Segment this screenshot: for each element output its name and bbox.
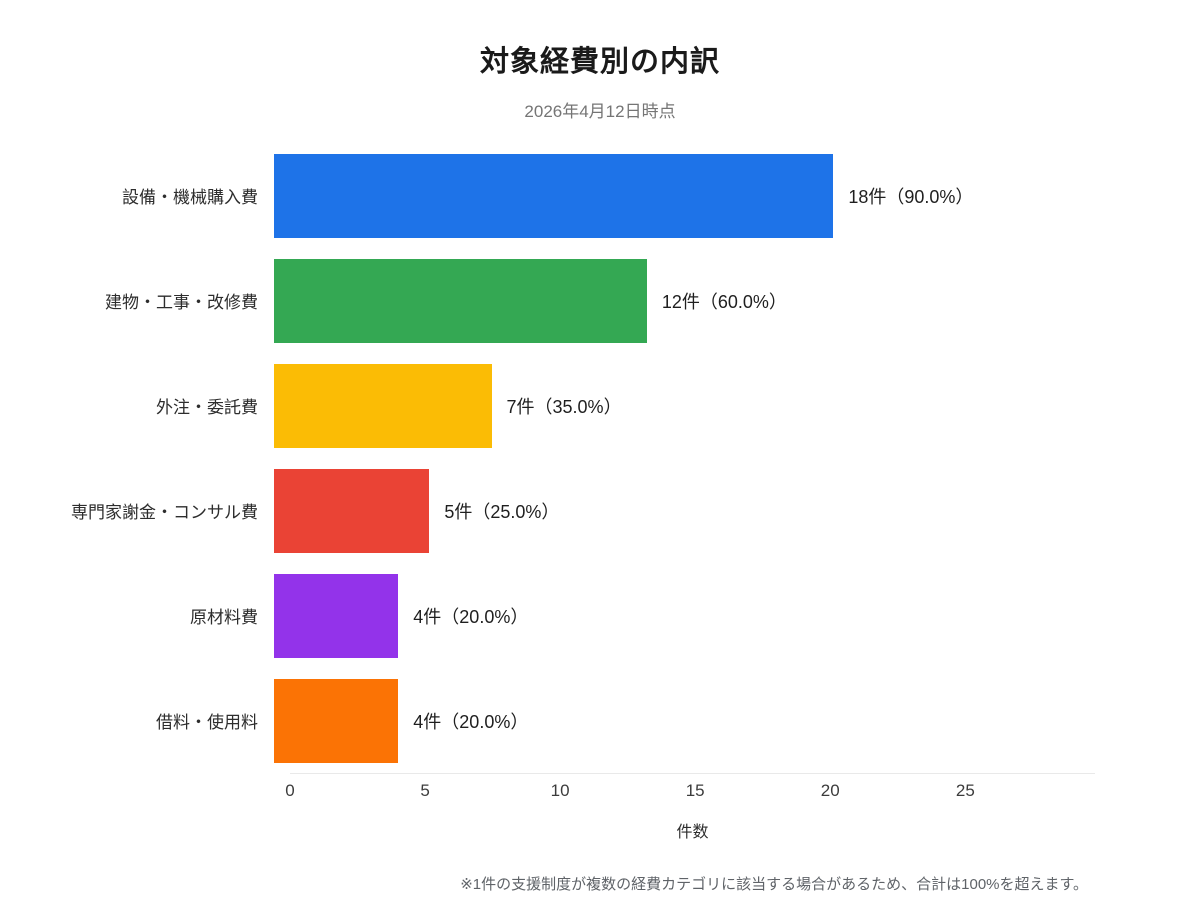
x-tick: 5 (420, 781, 430, 800)
chart-title: 対象経費別の内訳 (479, 46, 720, 78)
category-label: 原材料費 (190, 608, 258, 627)
bar-row: 専門家謝金・コンサル費 5件（25.0%） (0, 458, 1200, 563)
bar-value-label: 4件（20.0%） (413, 606, 529, 627)
category-label: 設備・機械購入費 (122, 188, 258, 207)
x-axis-label: 件数 (676, 824, 709, 841)
bar-track: 4件（20.0%） (274, 668, 1200, 773)
bar-track: 4件（20.0%） (274, 563, 1200, 668)
bar-row: 設備・機械購入費 18件（90.0%） (0, 143, 1200, 248)
bar-value-label: 4件（20.0%） (413, 711, 529, 732)
bar-chart: 設備・機械購入費 18件（90.0%） 建物・工事・改修費 12件（60.0%）… (0, 143, 1200, 842)
bar (274, 258, 647, 343)
footnote-container: ※1件の支援制度が複数の経費カテゴリに該当する場合があるため、合計は100%を超… (0, 873, 1088, 894)
bar-track: 7件（35.0%） (274, 353, 1200, 458)
category-label: 外注・委託費 (156, 398, 258, 417)
category-label: 建物・工事・改修費 (105, 293, 258, 312)
bar (274, 363, 492, 448)
bar (274, 468, 430, 553)
bar-value-label: 18件（90.0%） (848, 186, 974, 207)
x-axis: 0 5 10 15 20 25 (285, 773, 1095, 803)
footnote-text: ※1件の支援制度が複数の経費カテゴリに該当する場合があるため、合計は100%を超… (460, 876, 1088, 893)
bar (274, 573, 399, 658)
bar-row: 原材料費 4件（20.0%） (0, 563, 1200, 668)
bar-value-label: 5件（25.0%） (444, 501, 560, 522)
bar-row: 建物・工事・改修費 12件（60.0%） (0, 248, 1200, 353)
bar-value-label: 7件（35.0%） (506, 396, 622, 417)
bar-track: 5件（25.0%） (274, 458, 1200, 563)
x-tick: 20 (820, 781, 840, 800)
bar-row: 外注・委託費 7件（35.0%） (0, 353, 1200, 458)
bar-track: 18件（90.0%） (274, 143, 1200, 248)
category-label: 専門家謝金・コンサル費 (71, 503, 258, 522)
x-tick: 10 (550, 781, 570, 800)
bar (274, 678, 399, 763)
bar-value-label: 12件（60.0%） (661, 291, 787, 312)
bar-rows: 設備・機械購入費 18件（90.0%） 建物・工事・改修費 12件（60.0%）… (0, 143, 1200, 773)
chart-subtitle: 2026年4月12日時点 (524, 102, 676, 121)
bar-row: 借料・使用料 4件（20.0%） (0, 668, 1200, 773)
category-label: 借料・使用料 (156, 713, 258, 732)
bar-track: 12件（60.0%） (274, 248, 1200, 353)
bar (274, 153, 834, 238)
x-tick: 0 (285, 781, 295, 800)
x-tick: 25 (955, 781, 975, 800)
x-tick: 15 (685, 781, 705, 800)
